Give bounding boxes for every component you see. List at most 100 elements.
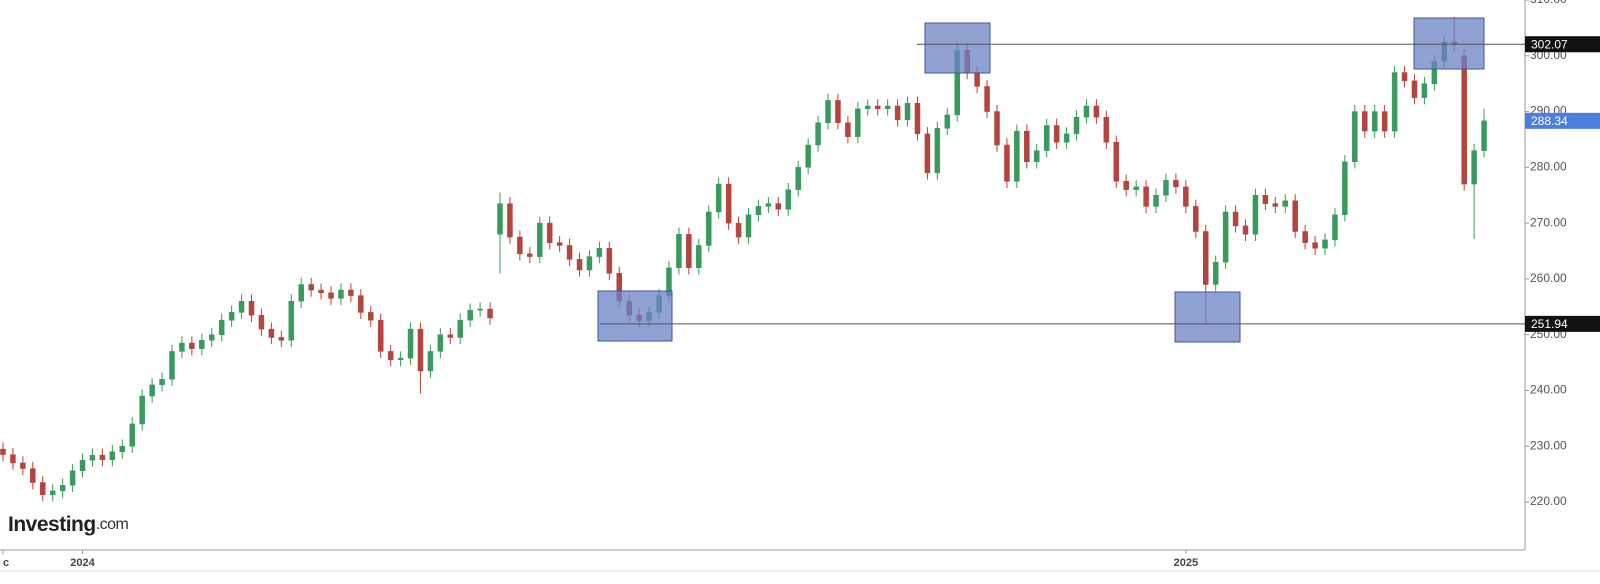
price-badge-label: 302.07 bbox=[1531, 37, 1568, 51]
candle-body bbox=[238, 300, 245, 313]
candle-body bbox=[248, 300, 255, 316]
candle-body bbox=[228, 312, 235, 321]
candle-body bbox=[1332, 214, 1338, 241]
candle-body bbox=[1193, 206, 1199, 232]
y-tick-label: 240.00 bbox=[1530, 383, 1567, 397]
x-tick-label: 2024 bbox=[70, 557, 95, 569]
candle-body bbox=[994, 111, 1000, 146]
candle-body bbox=[507, 203, 513, 238]
candle-body bbox=[59, 485, 66, 492]
highlight-box bbox=[1174, 291, 1241, 343]
candle-body bbox=[934, 128, 941, 174]
candle-body bbox=[328, 292, 334, 299]
logo-suffix: .com bbox=[96, 516, 129, 533]
candle-body bbox=[1113, 141, 1120, 182]
candle-body bbox=[1471, 150, 1477, 185]
candle-body bbox=[586, 256, 593, 271]
candle-body bbox=[696, 245, 702, 268]
highlight-box bbox=[597, 290, 673, 342]
candle-body bbox=[1302, 231, 1308, 243]
candle-body bbox=[397, 357, 404, 361]
candle-body bbox=[40, 482, 46, 496]
candle-body bbox=[1034, 150, 1040, 163]
price-badge bbox=[1525, 315, 1600, 332]
candle-body bbox=[20, 462, 26, 469]
candle-body bbox=[725, 183, 732, 224]
y-tick-label: 280.00 bbox=[1530, 160, 1567, 174]
candle-body bbox=[686, 234, 692, 268]
candle-body bbox=[745, 214, 752, 238]
candle-body bbox=[1292, 200, 1298, 232]
candle-body bbox=[1282, 200, 1289, 207]
candle-body bbox=[835, 100, 841, 123]
x-tick-label: c bbox=[3, 557, 9, 569]
candle-body bbox=[606, 247, 613, 274]
candle-body bbox=[775, 203, 782, 210]
candle-body bbox=[1024, 130, 1030, 163]
candle-body bbox=[1381, 111, 1388, 132]
candle-body bbox=[765, 203, 772, 207]
candle-body bbox=[119, 445, 126, 453]
highlight-box bbox=[924, 22, 991, 74]
candle-body bbox=[149, 384, 155, 397]
candle-body bbox=[1312, 242, 1318, 249]
candle-body bbox=[566, 245, 573, 260]
candle-body bbox=[258, 314, 265, 330]
last-price-label: 288.34 bbox=[1531, 114, 1568, 128]
candle-body bbox=[1053, 125, 1060, 143]
candle-body bbox=[904, 102, 911, 121]
candle-body bbox=[437, 334, 444, 352]
y-tick-label: 220.00 bbox=[1530, 494, 1567, 508]
candle-body bbox=[874, 105, 881, 110]
candle-body bbox=[139, 395, 145, 425]
candle-body bbox=[318, 289, 324, 294]
candle-body bbox=[368, 312, 374, 321]
y-tick-label: 260.00 bbox=[1530, 271, 1567, 285]
candle-body bbox=[1391, 72, 1398, 132]
candle-body bbox=[1014, 130, 1020, 182]
candle-body bbox=[1411, 80, 1418, 98]
candle-body bbox=[984, 86, 990, 112]
candle-body bbox=[338, 289, 344, 299]
candle-body bbox=[1342, 161, 1348, 216]
y-tick-label: 270.00 bbox=[1530, 215, 1567, 229]
candle-body bbox=[1173, 179, 1179, 188]
candle-body bbox=[715, 183, 722, 213]
candle-body bbox=[914, 102, 921, 135]
candle-body bbox=[1183, 186, 1189, 207]
candle-body bbox=[1143, 186, 1149, 207]
candle-body bbox=[735, 222, 742, 238]
candle-body bbox=[159, 379, 165, 386]
candle-body bbox=[129, 423, 135, 447]
logo-brand: Investing bbox=[8, 513, 96, 536]
candle-body bbox=[377, 319, 384, 352]
candle-body bbox=[1242, 225, 1249, 235]
price-badge bbox=[1525, 36, 1600, 53]
candle-body bbox=[169, 351, 175, 380]
candle-body bbox=[676, 234, 682, 268]
candle-body bbox=[944, 114, 951, 129]
candle-body bbox=[865, 105, 871, 110]
candle-body bbox=[755, 206, 762, 216]
candle-body bbox=[576, 259, 583, 271]
logo: Investing.com bbox=[8, 513, 129, 536]
candle-body bbox=[1073, 116, 1080, 135]
candle-body bbox=[79, 459, 86, 472]
highlight-box bbox=[1413, 17, 1485, 70]
candle-body bbox=[358, 295, 364, 313]
candle-body bbox=[417, 328, 424, 372]
candle-body bbox=[348, 289, 354, 296]
candle-body bbox=[1272, 203, 1279, 207]
candle-body bbox=[1093, 105, 1100, 118]
y-tick-label: 230.00 bbox=[1530, 438, 1567, 452]
candle-body bbox=[49, 490, 56, 496]
candle-body bbox=[1371, 111, 1378, 132]
candle-body bbox=[1421, 83, 1428, 98]
candle-body bbox=[189, 342, 195, 349]
candle-body bbox=[1262, 194, 1269, 204]
candle-body bbox=[477, 308, 483, 311]
candle-body bbox=[1481, 120, 1487, 151]
candle-body bbox=[924, 133, 931, 174]
